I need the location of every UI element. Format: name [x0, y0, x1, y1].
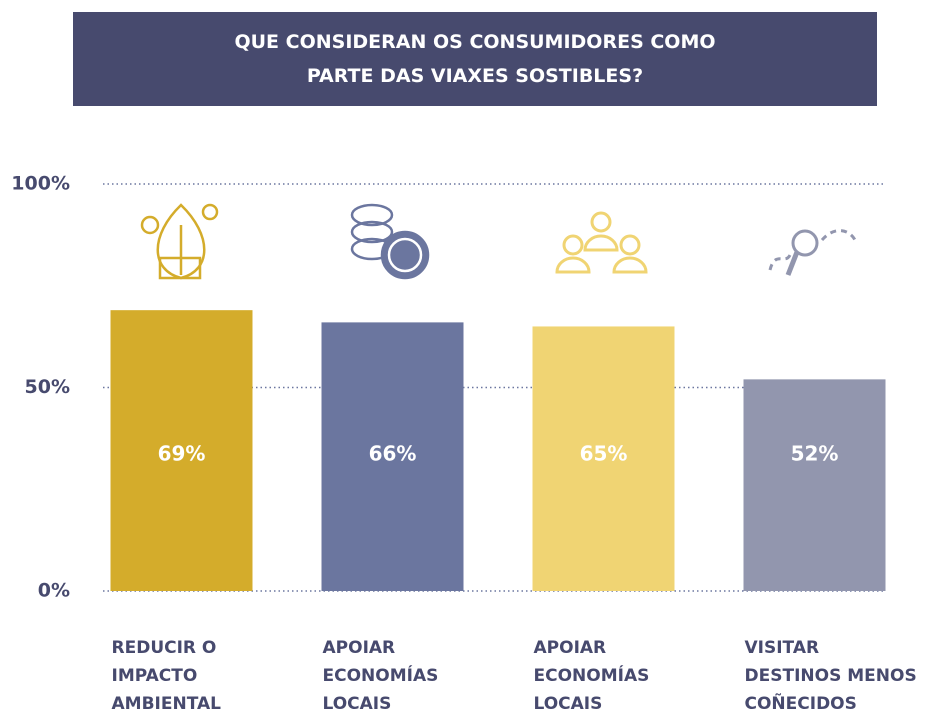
icon-money [350, 203, 430, 280]
icon-people [555, 211, 648, 274]
value-label: 65% [580, 442, 628, 466]
bar [743, 379, 886, 591]
bar [110, 310, 253, 591]
chart-title: QUE CONSIDERAN OS CONSUMIDORES COMO PART… [234, 31, 716, 87]
x-tick-label: REDUCIR O [112, 638, 217, 658]
x-tick-label: LOCAIS [534, 694, 603, 713]
value-label: 52% [791, 442, 839, 466]
icon-environment [140, 203, 219, 280]
x-tick-label: AMBIENTAL [112, 694, 222, 713]
bar [532, 326, 675, 591]
x-tick-label: ECONOMÍAS [534, 664, 650, 686]
title-box: QUE CONSIDERAN OS CONSUMIDORES COMO PART… [73, 12, 877, 106]
x-tick-label: APOIAR [323, 638, 396, 658]
x-tick-label: ECONOMÍAS [323, 664, 439, 686]
x-tick-label: DESTINOS MENOS [745, 666, 917, 686]
y-tick-label: 100% [11, 173, 70, 195]
x-tick-label: COÑECIDOS [745, 691, 857, 713]
value-label: 66% [369, 442, 417, 466]
x-tick-label: VISITAR [745, 638, 820, 658]
value-label: 69% [158, 442, 206, 466]
y-tick-label: 50% [25, 376, 70, 398]
x-tick-label: APOIAR [534, 638, 607, 658]
bar [321, 322, 464, 591]
x-tick-label: LOCAIS [323, 694, 392, 713]
x-tick-label: IMPACTO [112, 666, 198, 686]
icon-search [768, 229, 857, 276]
y-tick-label: 0% [38, 580, 70, 602]
